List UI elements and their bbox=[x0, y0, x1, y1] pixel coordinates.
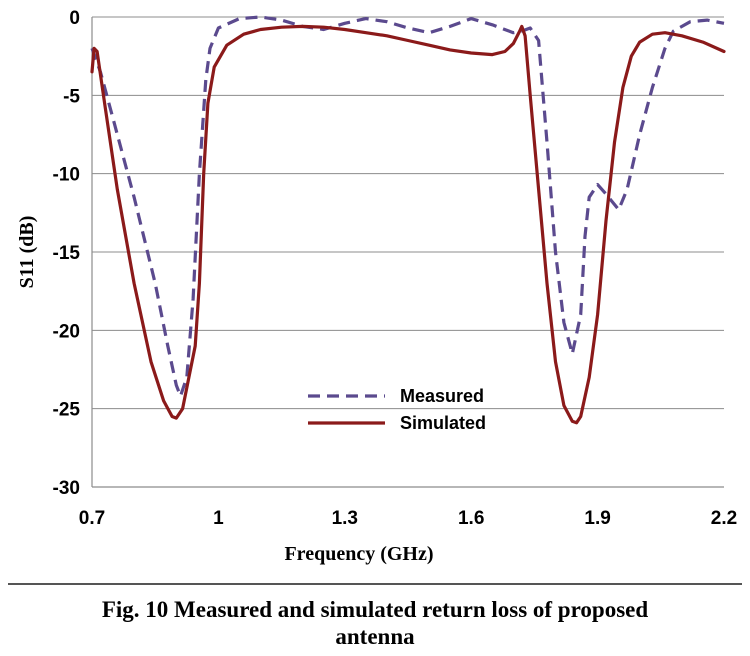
x-tick-label: 0.7 bbox=[79, 508, 105, 529]
legend: Measured Simulated bbox=[308, 386, 486, 433]
y-tick-label: -10 bbox=[53, 165, 80, 186]
caption-divider bbox=[8, 583, 742, 585]
x-tick-label: 1.3 bbox=[332, 508, 358, 529]
caption-line-2: antenna bbox=[335, 624, 415, 649]
x-tick-label: 1.9 bbox=[584, 508, 610, 529]
y-tick-label: -30 bbox=[53, 478, 80, 499]
figure-caption: Fig. 10 Measured and simulated return lo… bbox=[0, 596, 750, 650]
x-tick-label: 1.6 bbox=[458, 508, 484, 529]
x-axis-title: Frequency (GHz) bbox=[284, 543, 433, 565]
series-line-simulated bbox=[90, 24, 726, 425]
legend-label-simulated: Simulated bbox=[400, 413, 486, 433]
tick-labels: 0 -5 -10 -15 -20 -25 -30 0.7 1 1.3 1.6 1.9 2.2 bbox=[53, 8, 738, 529]
y-tick-label: -20 bbox=[53, 321, 80, 342]
y-tick-label: -25 bbox=[53, 400, 81, 421]
legend-label-measured: Measured bbox=[400, 386, 484, 406]
series-lines bbox=[90, 15, 726, 425]
x-tick-label: 2.2 bbox=[711, 508, 737, 529]
y-axis-title: S11 (dB) bbox=[16, 216, 38, 289]
y-tick-label: -5 bbox=[63, 86, 80, 107]
y-tick-label: 0 bbox=[69, 8, 80, 29]
x-tick-label: 1 bbox=[213, 508, 224, 529]
caption-line-1: Fig. 10 Measured and simulated return lo… bbox=[101, 597, 649, 622]
series-line-measured bbox=[90, 15, 725, 398]
axes bbox=[91, 17, 724, 488]
y-tick-label: -15 bbox=[53, 243, 81, 264]
